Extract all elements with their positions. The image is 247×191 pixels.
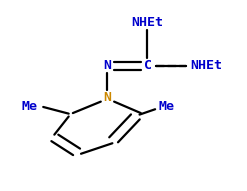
Text: Me: Me [22, 100, 38, 113]
Text: N: N [103, 91, 111, 104]
Text: Me: Me [158, 100, 174, 113]
Text: NHEt: NHEt [190, 59, 222, 72]
Text: NHEt: NHEt [131, 16, 163, 29]
Text: C: C [144, 59, 152, 72]
Text: N: N [103, 59, 111, 72]
